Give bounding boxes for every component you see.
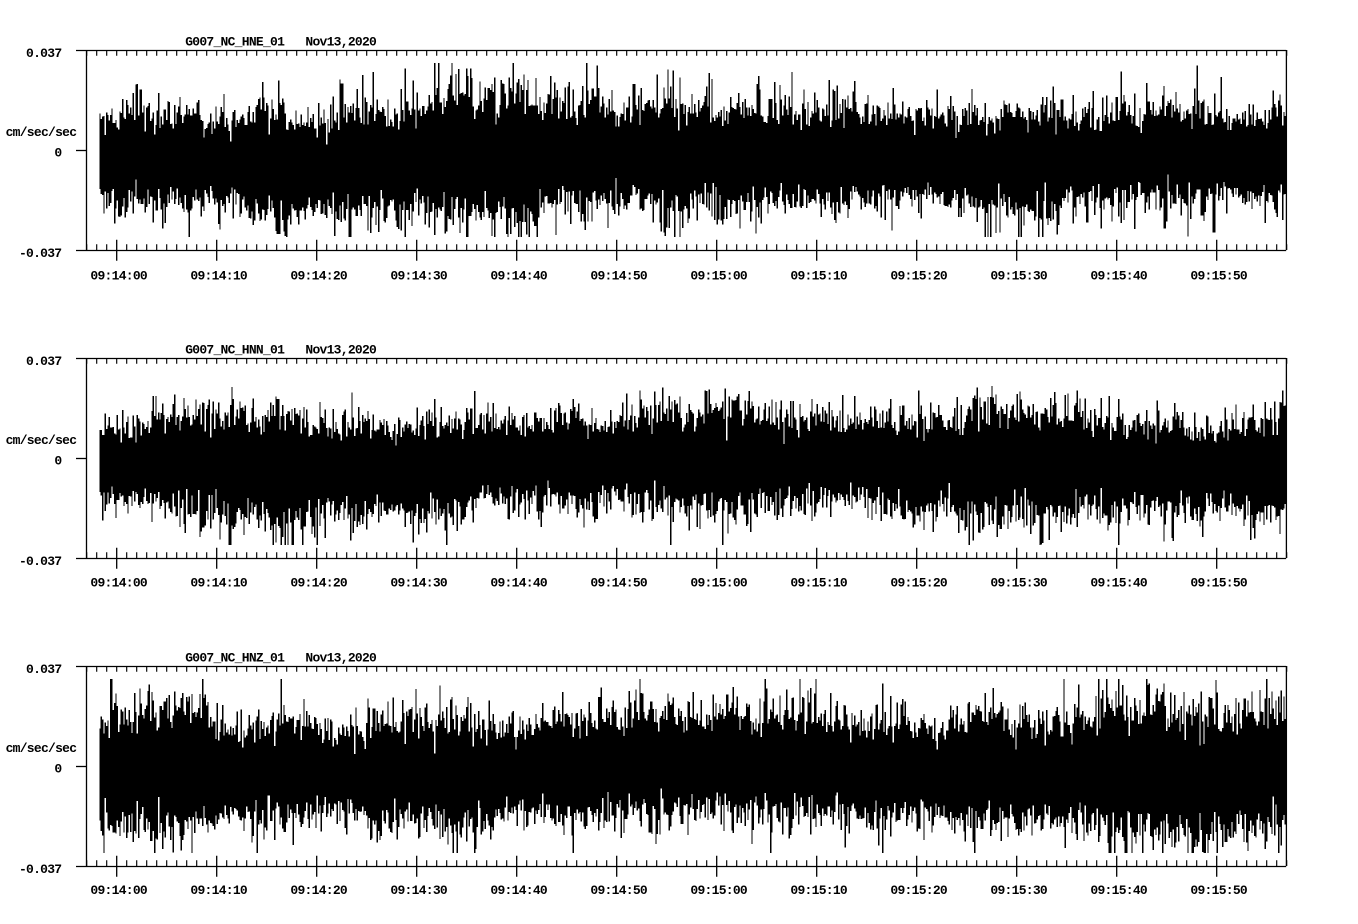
- svg-text:09:15:30: 09:15:30: [990, 883, 1047, 898]
- svg-text:09:15:50: 09:15:50: [1190, 268, 1247, 283]
- svg-text:09:15:10: 09:15:10: [790, 883, 847, 898]
- svg-text:09:15:50: 09:15:50: [1190, 883, 1247, 898]
- svg-text:G007_NC_HNE_01 Nov13,2020: G007_NC_HNE_01 Nov13,2020: [185, 35, 377, 50]
- svg-text:09:14:10: 09:14:10: [190, 575, 247, 590]
- svg-text:0: 0: [54, 761, 62, 776]
- svg-text:09:15:20: 09:15:20: [890, 268, 947, 283]
- svg-text:09:14:50: 09:14:50: [590, 883, 647, 898]
- svg-text:09:14:30: 09:14:30: [390, 883, 447, 898]
- svg-text:09:14:30: 09:14:30: [390, 575, 447, 590]
- svg-text:09:14:20: 09:14:20: [290, 575, 347, 590]
- svg-text:09:14:20: 09:14:20: [290, 268, 347, 283]
- svg-text:09:14:50: 09:14:50: [590, 268, 647, 283]
- svg-text:09:15:30: 09:15:30: [990, 268, 1047, 283]
- svg-text:09:14:10: 09:14:10: [190, 268, 247, 283]
- svg-text:0.037: 0.037: [26, 662, 61, 677]
- svg-text:09:15:40: 09:15:40: [1090, 575, 1147, 590]
- svg-text:cm/sec/sec: cm/sec/sec: [6, 125, 78, 140]
- svg-text:0: 0: [54, 453, 62, 468]
- svg-text:09:15:10: 09:15:10: [790, 575, 847, 590]
- svg-text:0: 0: [54, 145, 62, 160]
- svg-text:09:14:20: 09:14:20: [290, 883, 347, 898]
- svg-text:09:14:40: 09:14:40: [490, 268, 547, 283]
- svg-text:09:15:30: 09:15:30: [990, 575, 1047, 590]
- svg-text:-0.037: -0.037: [19, 862, 61, 877]
- svg-text:09:14:40: 09:14:40: [490, 575, 547, 590]
- svg-text:09:15:00: 09:15:00: [690, 883, 747, 898]
- svg-text:09:15:00: 09:15:00: [690, 575, 747, 590]
- svg-text:cm/sec/sec: cm/sec/sec: [6, 433, 78, 448]
- svg-text:09:14:00: 09:14:00: [90, 883, 147, 898]
- svg-text:09:15:20: 09:15:20: [890, 575, 947, 590]
- svg-text:-0.037: -0.037: [19, 554, 61, 569]
- svg-text:09:15:20: 09:15:20: [890, 883, 947, 898]
- svg-text:09:15:40: 09:15:40: [1090, 883, 1147, 898]
- svg-text:09:15:40: 09:15:40: [1090, 268, 1147, 283]
- svg-text:0.037: 0.037: [26, 46, 61, 61]
- svg-text:09:15:10: 09:15:10: [790, 268, 847, 283]
- svg-text:09:14:30: 09:14:30: [390, 268, 447, 283]
- svg-text:09:14:40: 09:14:40: [490, 883, 547, 898]
- svg-text:G007_NC_HNN_01 Nov13,2020: G007_NC_HNN_01 Nov13,2020: [185, 343, 377, 358]
- svg-text:09:15:50: 09:15:50: [1190, 575, 1247, 590]
- svg-text:09:14:50: 09:14:50: [590, 575, 647, 590]
- svg-text:G007_NC_HNZ_01 Nov13,2020: G007_NC_HNZ_01 Nov13,2020: [185, 651, 377, 666]
- svg-text:0.037: 0.037: [26, 354, 61, 369]
- svg-text:cm/sec/sec: cm/sec/sec: [6, 741, 78, 756]
- svg-text:09:15:00: 09:15:00: [690, 268, 747, 283]
- svg-text:09:14:00: 09:14:00: [90, 575, 147, 590]
- svg-text:09:14:10: 09:14:10: [190, 883, 247, 898]
- svg-text:09:14:00: 09:14:00: [90, 268, 147, 283]
- svg-text:-0.037: -0.037: [19, 246, 61, 261]
